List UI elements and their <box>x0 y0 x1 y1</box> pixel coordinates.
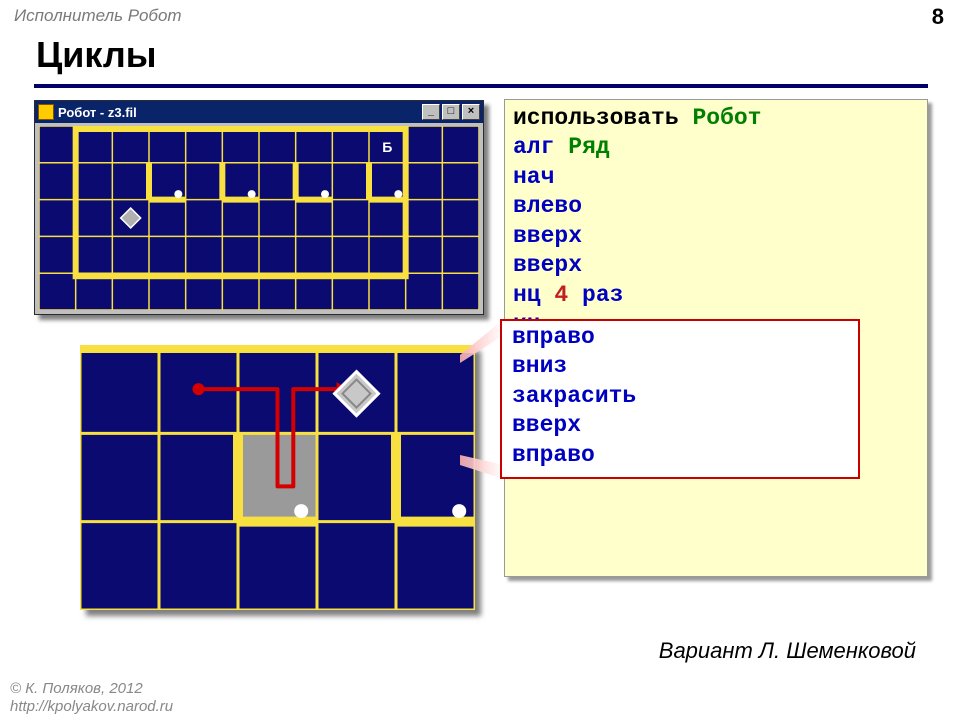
variant-credit: Вариант Л. Шеменковой <box>659 638 916 664</box>
footer: © К. Поляков, 2012 http://kpolyakov.naro… <box>10 680 173 716</box>
page-title: Циклы <box>36 34 157 76</box>
loop-body-callout: вправо вниз закрасить вверх вправо <box>500 319 860 479</box>
zoom-svg <box>80 345 475 610</box>
titlebar: Робот - z3.fil _ □ × <box>35 101 483 123</box>
svg-text:Б: Б <box>382 139 392 155</box>
footer-url: http://kpolyakov.narod.ru <box>10 698 173 715</box>
header-small: Исполнитель Робот <box>14 6 182 26</box>
minimize-button[interactable]: _ <box>422 104 440 120</box>
window-title: Робот - z3.fil <box>58 105 137 120</box>
title-rule <box>34 84 928 88</box>
robot-window: Робот - z3.fil _ □ × Б <box>34 100 484 315</box>
footer-copyright: © К. Поляков, 2012 <box>10 680 143 697</box>
robot-grid: Б <box>39 126 479 310</box>
app-icon <box>38 104 54 120</box>
page-number: 8 <box>932 4 944 30</box>
close-button[interactable]: × <box>462 104 480 120</box>
zoom-grid <box>80 345 475 610</box>
maximize-button[interactable]: □ <box>442 104 460 120</box>
grid-svg: Б <box>39 126 479 310</box>
